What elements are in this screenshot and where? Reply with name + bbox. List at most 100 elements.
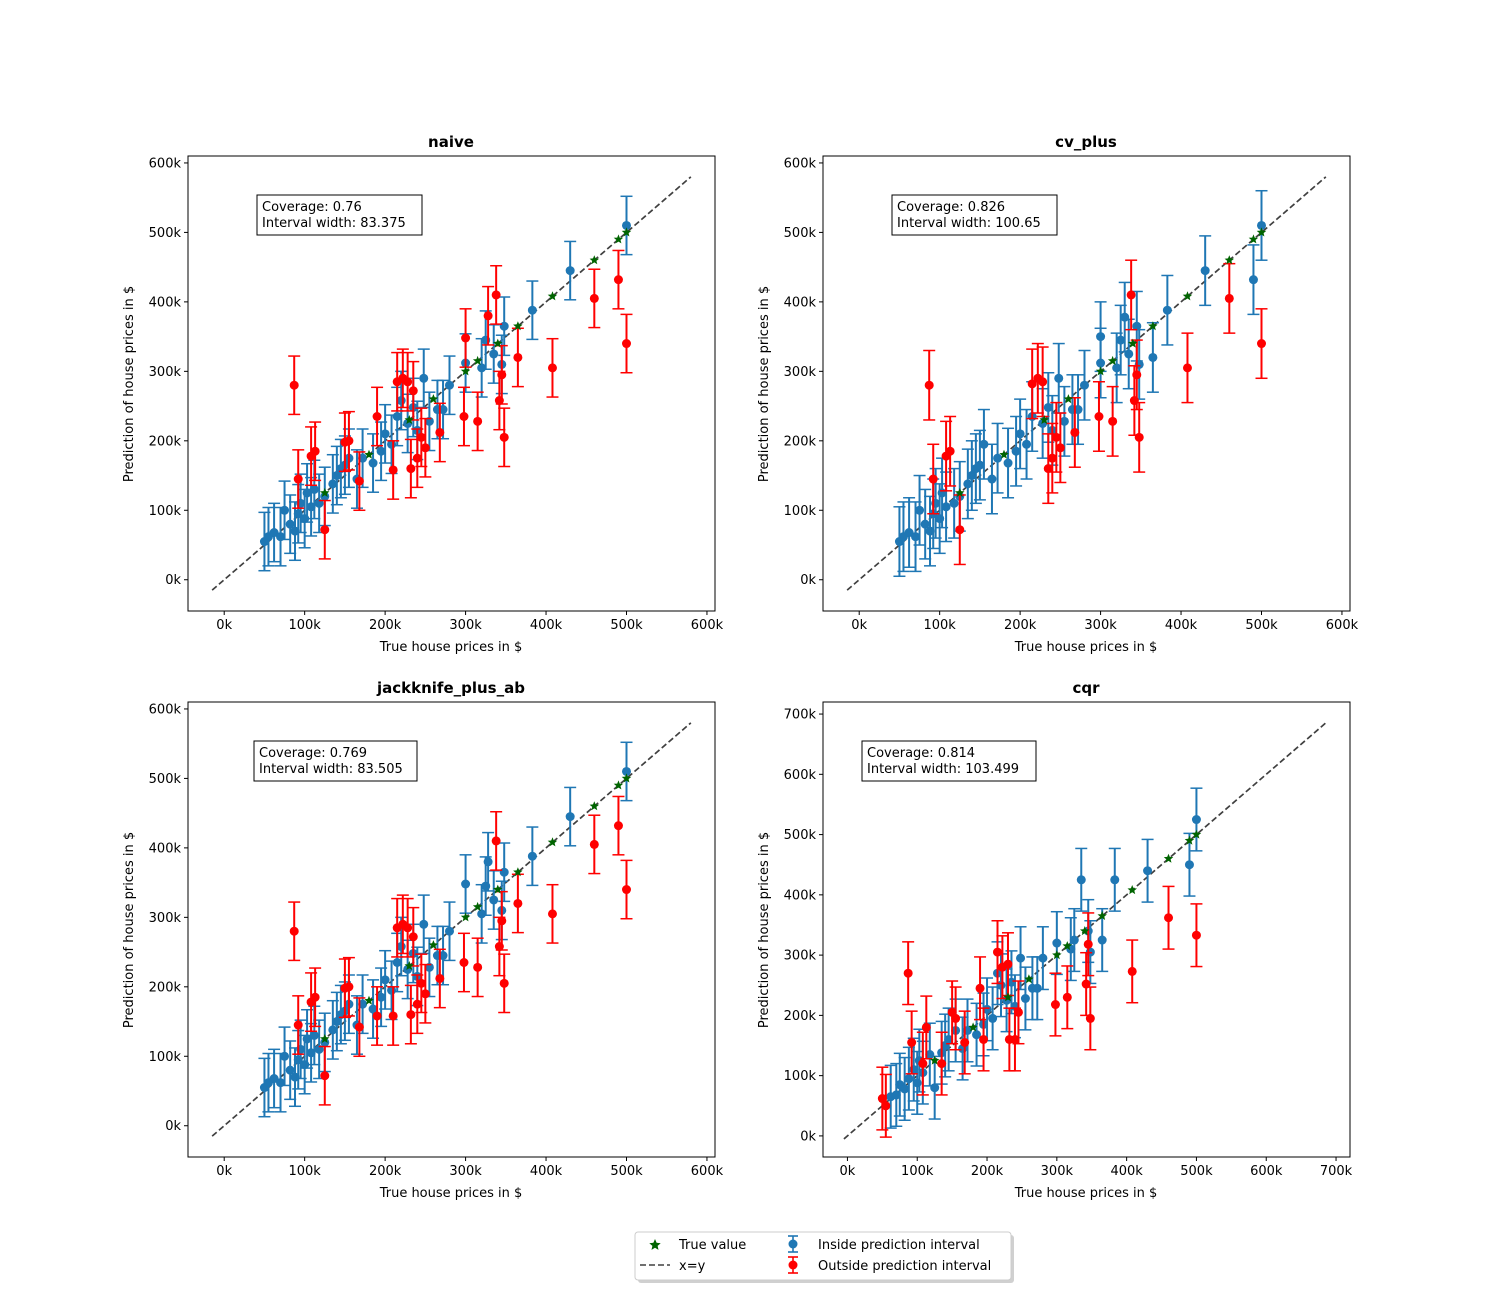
outside-interval-point <box>387 440 400 500</box>
y-tick-label: 200k <box>784 434 817 449</box>
outside-interval-point <box>944 415 957 487</box>
data-point <box>459 411 469 421</box>
data-point <box>499 321 509 331</box>
y-tick-label: 100k <box>149 1050 182 1065</box>
data-point <box>289 926 299 936</box>
inside-interval-point <box>1094 301 1107 373</box>
inside-interval-point <box>268 502 281 563</box>
data-point <box>527 305 537 315</box>
data-point <box>1069 935 1079 945</box>
outside-interval-point <box>879 1073 892 1138</box>
inside-interval-point <box>909 501 922 573</box>
data-point <box>1126 290 1136 300</box>
stats-box: Coverage: 0.76 Interval width: 83.375 <box>256 194 423 236</box>
data-point <box>1116 335 1126 345</box>
data-point <box>489 349 499 359</box>
errorbar-marker-icon <box>788 1235 798 1253</box>
true-value-marker <box>1095 366 1106 376</box>
y-tick-label: 500k <box>784 226 817 241</box>
y-tick-label: 700k <box>784 708 817 723</box>
data-point <box>982 1004 992 1014</box>
outside-interval-point <box>991 920 1004 985</box>
data-point <box>1200 266 1210 276</box>
true-value-marker <box>364 995 374 1005</box>
data-point <box>499 867 509 877</box>
data-point <box>891 1090 901 1100</box>
x-tick-label: 400k <box>1110 1164 1143 1179</box>
true-value-marker <box>1127 885 1137 895</box>
outside-interval-point <box>620 313 633 374</box>
outside-interval-point <box>482 285 495 346</box>
inside-interval-point <box>991 422 1004 494</box>
inside-interval-point <box>367 979 380 1039</box>
data-point <box>368 1004 378 1014</box>
true-value-marker <box>513 321 523 331</box>
y-axis-label: Prediction of house prices in $ <box>757 832 772 1028</box>
inside-interval-point <box>1141 838 1154 903</box>
data-point <box>904 1074 914 1084</box>
inside-interval-point <box>977 408 990 480</box>
data-point <box>993 947 1003 957</box>
data-point <box>951 1013 961 1023</box>
inside-interval-point <box>1050 910 1063 976</box>
outside-interval-point <box>490 811 503 871</box>
true-value-marker <box>364 449 374 459</box>
data-point <box>497 370 507 380</box>
interval-width-text: Interval width: 83.375 <box>262 216 406 231</box>
y-tick-label: 0k <box>800 1129 816 1144</box>
legend-identity-line: x=y <box>640 1259 706 1274</box>
true-value-marker <box>968 1022 978 1032</box>
data-point <box>477 363 487 373</box>
data-point <box>310 992 320 1002</box>
true-value-marker <box>460 366 471 376</box>
data-point <box>309 1030 319 1040</box>
data-point <box>499 978 509 988</box>
data-point <box>372 411 382 421</box>
coverage-text: Coverage: 0.814 <box>867 746 975 761</box>
outside-interval-point <box>1126 939 1139 1004</box>
data-point <box>1248 275 1258 285</box>
legend-label: Outside prediction interval <box>818 1259 991 1274</box>
true-value-marker <box>493 884 503 894</box>
data-point <box>1224 293 1234 303</box>
data-point <box>1191 815 1201 825</box>
data-point <box>589 839 599 849</box>
data-point <box>302 1034 312 1044</box>
data-point <box>280 505 290 515</box>
outside-interval-point <box>612 795 625 856</box>
data-point <box>1124 349 1134 359</box>
data-point <box>1110 875 1120 885</box>
data-point <box>1096 332 1106 342</box>
y-tick-label: 0k <box>165 573 181 588</box>
inside-interval-point <box>1031 956 1044 1021</box>
outside-interval-point <box>1049 972 1062 1037</box>
data-point <box>473 416 483 426</box>
outside-interval-point <box>387 986 400 1046</box>
inside-interval-point <box>1075 847 1088 912</box>
data-point <box>416 978 426 988</box>
true-value-marker <box>1256 227 1267 237</box>
true-value-marker <box>929 1055 940 1065</box>
outside-interval-point <box>923 349 936 421</box>
inside-interval-point <box>919 488 932 560</box>
outside-interval-point <box>433 948 446 1009</box>
data-point <box>928 474 938 484</box>
data-point <box>937 1059 947 1069</box>
inside-interval-point <box>459 854 472 914</box>
true-value-marker <box>999 449 1009 459</box>
outside-interval-point <box>1068 396 1081 468</box>
x-tick-label: 600k <box>1326 618 1359 633</box>
data-point <box>613 275 623 285</box>
errorbar-marker-icon <box>788 1256 798 1274</box>
data-point <box>289 380 299 390</box>
inside-interval-point <box>284 1040 297 1101</box>
data-point <box>461 879 471 889</box>
interval-width-text: Interval width: 100.65 <box>897 216 1041 231</box>
inside-interval-point <box>487 870 500 930</box>
inside-interval-point <box>1096 907 1109 973</box>
outside-interval-point <box>342 956 355 1017</box>
outside-interval-point <box>1082 912 1095 977</box>
y-tick-label: 600k <box>784 156 817 171</box>
x-tick-label: 0k <box>216 1164 232 1179</box>
inside-interval-point <box>1078 349 1091 421</box>
